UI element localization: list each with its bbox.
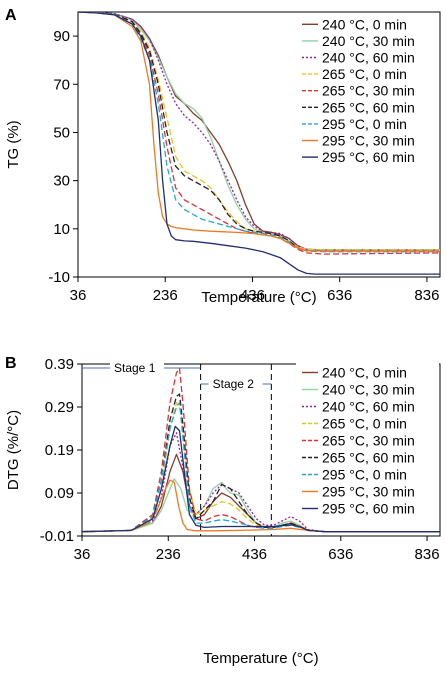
- x-tick-label: 436: [242, 546, 267, 563]
- legend-entry: 265 °C, 60 min: [322, 450, 415, 466]
- panel-a: A 36 236 436 636 836 -10 10 30 50 70 90 Temperature …: [5, 7, 441, 306]
- x-tick-label: 36: [70, 287, 87, 304]
- legend-entry: 265 °C, 0 min: [322, 66, 407, 82]
- stage-2-label: Stage 2: [213, 377, 255, 391]
- plot-frame: [77, 11, 441, 278]
- panel-letter: B: [5, 355, 17, 372]
- y-tick-label: 10: [53, 221, 70, 238]
- legend-entry: 295 °C, 60 min: [322, 501, 415, 517]
- legend-entry: 240 °C, 0 min: [322, 365, 407, 381]
- stage-2-label-bg: [208, 376, 263, 391]
- legend-entry: 240 °C, 30 min: [322, 33, 415, 49]
- y-tick-label: 0.39: [45, 356, 74, 373]
- legend-entry: 265 °C, 30 min: [322, 83, 415, 99]
- y-tick-label: 90: [53, 28, 70, 45]
- y-tick-label: 0.29: [45, 399, 74, 416]
- series-line-5: [82, 393, 440, 533]
- legend-entry: 295 °C, 0 min: [322, 116, 407, 132]
- legend-background: [296, 362, 439, 519]
- x-tick-label: 236: [156, 546, 181, 563]
- panel-letter: A: [5, 7, 17, 24]
- y-tick-label: 30: [53, 173, 70, 190]
- panel-b: B 36 236 436 636 836 -0.01 0.09 0.19 0.29 0.39 Temp…: [5, 355, 441, 667]
- x-tick-label: 836: [414, 287, 439, 304]
- legend-entry: 265 °C, 60 min: [322, 99, 415, 115]
- series-line-0: [78, 12, 440, 251]
- x-tick-label: 636: [328, 546, 353, 563]
- y-axis-title: DTG (%/°C): [5, 410, 22, 490]
- series-lines: [82, 367, 440, 533]
- x-tick-label: 436: [240, 287, 265, 304]
- series-line-4: [82, 367, 440, 533]
- legend-entry: 240 °C, 60 min: [322, 399, 415, 415]
- legend-entry: 265 °C, 30 min: [322, 433, 415, 449]
- x-tick-label: 36: [74, 546, 91, 563]
- legend-entry: 240 °C, 0 min: [322, 16, 407, 32]
- series-line-4: [78, 12, 440, 255]
- legend-entry: 295 °C, 30 min: [322, 484, 415, 500]
- legend-entry: 265 °C, 0 min: [322, 416, 407, 432]
- stage-1-label: Stage 1: [114, 361, 156, 375]
- y-tick-label: -0.01: [40, 528, 74, 545]
- legend-entry: 240 °C, 30 min: [322, 382, 415, 398]
- legend-entry: 240 °C, 60 min: [322, 50, 415, 66]
- legend-entry: 295 °C, 30 min: [322, 133, 415, 149]
- y-tick-label: 70: [53, 76, 70, 93]
- series-lines: [78, 12, 440, 275]
- series-line-8: [82, 425, 440, 533]
- y-tick-label: 0.09: [45, 485, 74, 502]
- x-tick-label: 636: [327, 287, 352, 304]
- legend-entry: 295 °C, 60 min: [322, 149, 415, 165]
- x-axis-title: Temperature (°C): [203, 650, 318, 667]
- x-tick-label: 236: [153, 287, 178, 304]
- y-tick-label: 50: [53, 124, 70, 141]
- x-tick-label: 836: [415, 546, 440, 563]
- series-line-1: [82, 478, 440, 533]
- y-tick-label: -10: [48, 269, 70, 286]
- series-line-8: [78, 12, 440, 275]
- series-line-5: [78, 12, 440, 252]
- legend-entry: 295 °C, 0 min: [322, 467, 407, 483]
- series-line-7: [82, 479, 440, 533]
- series-line-2: [78, 12, 440, 251]
- series-line-7: [78, 12, 440, 252]
- y-axis-title: TG (%): [5, 120, 22, 168]
- y-tick-label: 0.19: [45, 442, 74, 459]
- stage-1-label-bg: [110, 360, 164, 375]
- x-axis-title: Temperature (°C): [201, 289, 316, 306]
- legend-background: [296, 14, 439, 168]
